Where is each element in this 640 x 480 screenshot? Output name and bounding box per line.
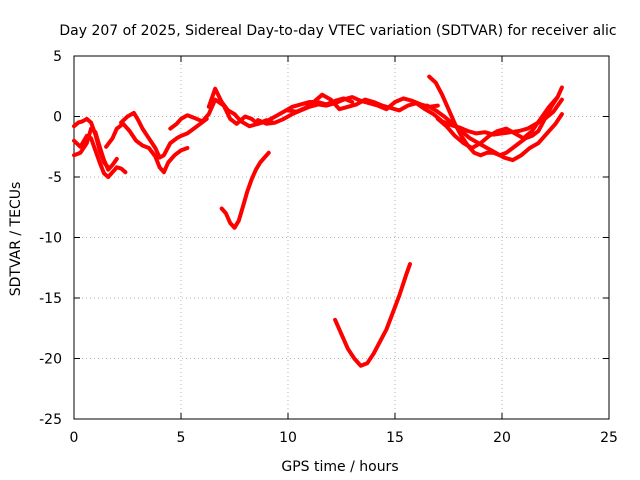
series-trace-14 — [333, 262, 412, 368]
y-tick-label: -5 — [48, 170, 62, 186]
series-trace-6 — [168, 97, 275, 131]
x-tick-label: 15 — [386, 430, 404, 446]
series-trace-13 — [219, 150, 271, 230]
y-axis-label: SDTVAR / TECUs — [8, 182, 24, 297]
series-trace-12 — [425, 103, 564, 163]
y-tick-label: 0 — [53, 110, 62, 126]
series-trace-4 — [104, 121, 190, 175]
y-tick-label: -25 — [39, 412, 62, 428]
plot-frame — [73, 55, 610, 420]
y-tick-label: 5 — [53, 49, 62, 65]
y-tick-label: -20 — [39, 352, 62, 368]
series-trace-11 — [435, 95, 560, 150]
axis-ticks: 0 5 10 15 20 25 5 0 -5 -10 -15 -20 -25 — [39, 49, 618, 446]
series-trace-8 — [256, 95, 440, 126]
x-tick-label: 0 — [70, 430, 79, 446]
x-tick-label: 5 — [177, 430, 186, 446]
x-tick-label: 25 — [600, 430, 618, 446]
series-trace-3 — [72, 116, 111, 170]
x-tick-label: 10 — [279, 430, 297, 446]
y-tick-label: -15 — [39, 291, 62, 307]
x-tick-label: 20 — [493, 430, 511, 446]
series-trace-5 — [119, 110, 209, 160]
y-tick-label: -10 — [39, 231, 62, 247]
chart-title: Day 207 of 2025, Sidereal Day-to-day VTE… — [59, 23, 616, 39]
series-trace-1 — [72, 133, 128, 179]
series-trace-9 — [286, 92, 564, 137]
x-axis-label: GPS time / hours — [281, 459, 398, 475]
series-group — [72, 74, 564, 368]
